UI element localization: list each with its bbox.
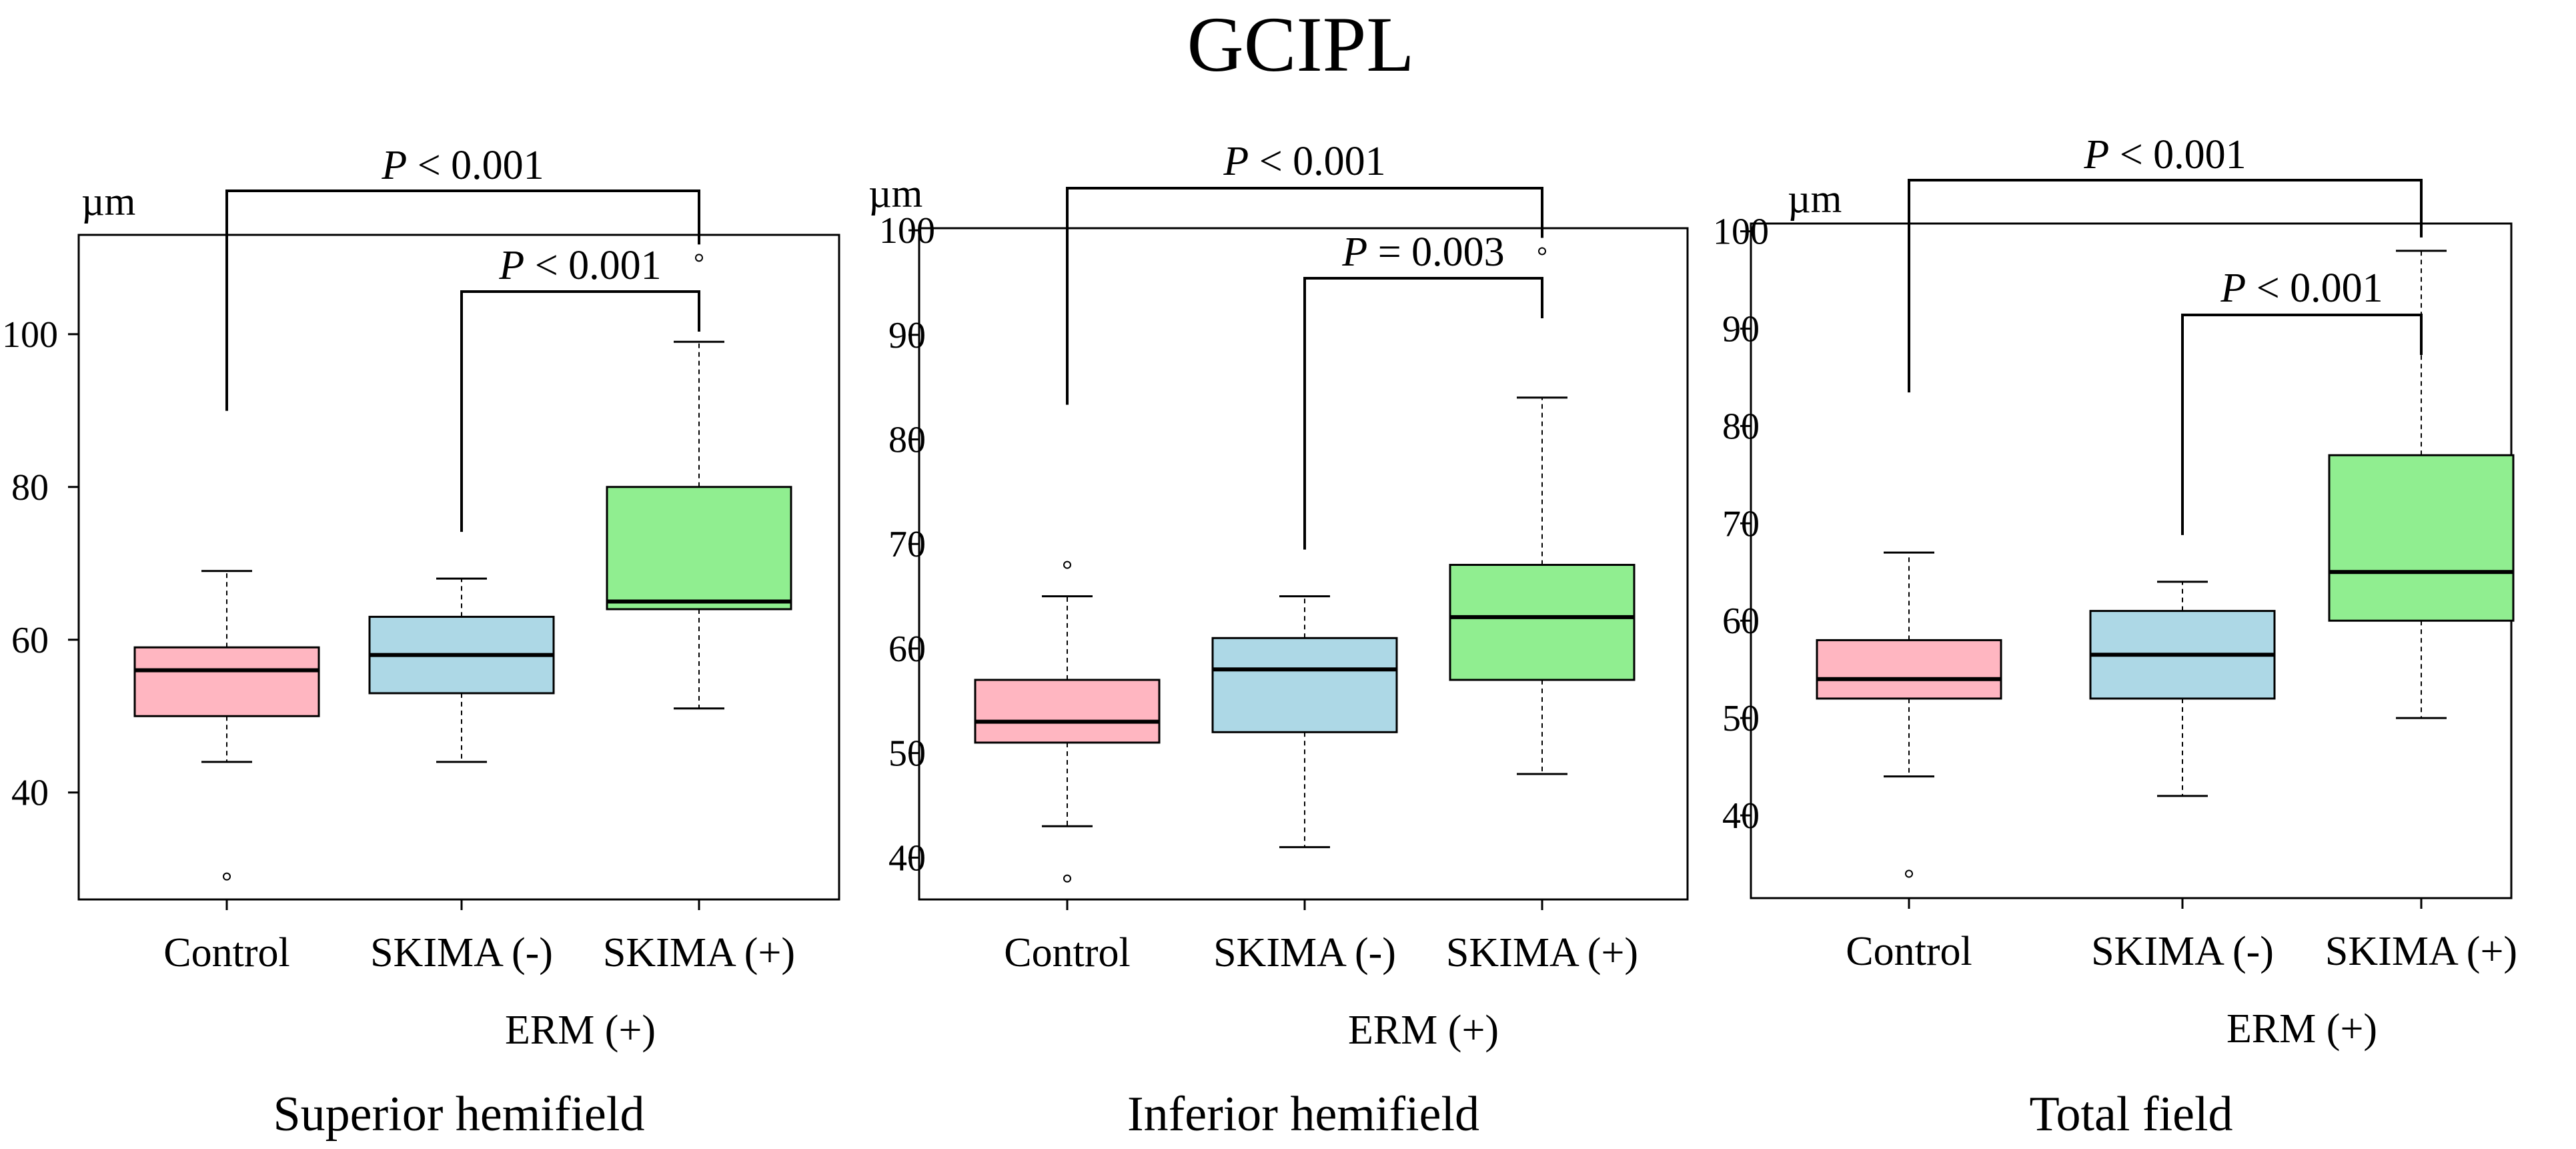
y-unit-label: µm	[81, 179, 135, 224]
y-tick-label: 80	[11, 467, 49, 508]
outlier-point	[223, 872, 231, 881]
y-unit-label: µm	[868, 171, 922, 216]
group-label: ERM (+)	[1348, 1008, 1499, 1053]
y-unit-label: µm	[1788, 177, 1842, 221]
significance-bracket-1: P < 0.001	[1066, 139, 1543, 405]
category-label: SKIMA (-)	[370, 930, 553, 976]
box-2	[368, 577, 555, 763]
outlier-point	[1905, 869, 1913, 878]
box-1	[974, 560, 1161, 883]
panel-3: µm 40 50 60 70 80 90 100 Control SKIMA (-) SKIMA (…	[1713, 132, 2517, 1142]
y-tick-label: 40	[1722, 795, 1760, 837]
significance-bracket-2: P < 0.001	[2181, 266, 2423, 535]
p-value-label: P < 0.001	[498, 243, 661, 288]
y-tick-label: 60	[11, 620, 49, 661]
y-tick-label: 60	[1722, 601, 1760, 642]
p-symbol: P	[2083, 132, 2109, 177]
group-label: ERM (+)	[505, 1008, 656, 1053]
p-symbol: P	[1223, 139, 1249, 184]
significance-bracket-1: P < 0.001	[1908, 132, 2423, 393]
plot-frame	[77, 234, 840, 901]
group-label: ERM (+)	[2226, 1006, 2377, 1052]
significance-bracket-1: P < 0.001	[225, 143, 700, 411]
iqr-box	[1449, 564, 1636, 681]
y-tick-label: 40	[888, 837, 926, 879]
p-value-text: = 0.003	[1367, 230, 1504, 275]
iqr-box	[606, 486, 792, 611]
y-tick-label: 90	[1722, 309, 1760, 350]
p-value-label: P < 0.001	[381, 143, 544, 188]
y-tick-label: 70	[888, 524, 926, 565]
box-2	[1211, 595, 1398, 849]
outlier-point	[1538, 247, 1546, 256]
box-3	[606, 254, 792, 710]
category-label: Control	[1004, 930, 1130, 976]
significance-bracket-2: P = 0.003	[1303, 230, 1543, 550]
y-tick-label: 60	[888, 629, 926, 670]
y-tick-label: 100	[2, 314, 58, 356]
p-value-text: < 0.001	[524, 243, 661, 288]
bracket-line	[1908, 179, 2423, 393]
box-1	[133, 570, 320, 881]
box-2	[2089, 581, 2276, 797]
category-label: Control	[163, 930, 289, 976]
bracket-line	[225, 189, 700, 411]
category-label: SKIMA (+)	[2325, 929, 2517, 974]
p-symbol: P	[498, 243, 524, 288]
category-label: SKIMA (-)	[2091, 929, 2274, 974]
category-label: SKIMA (+)	[603, 930, 795, 976]
p-value-label: P = 0.003	[1341, 230, 1504, 275]
iqr-box	[1211, 637, 1398, 733]
y-tick-label: 90	[888, 315, 926, 356]
p-value-label: P < 0.001	[1223, 139, 1385, 184]
p-value-text: < 0.001	[1249, 139, 1385, 184]
box-3	[2328, 250, 2515, 719]
figure-title: GCIPL	[1187, 1, 1415, 88]
category-label: Control	[1846, 929, 1972, 974]
panel-1: µm 40 60 80 100 Control SKIMA (-) SKIMA (+) ERM …	[2, 143, 840, 1142]
panel-2: µm 40 50 60 70 80 90 100 Control SKIMA (-) SKIMA (…	[868, 139, 1689, 1142]
outlier-point	[695, 254, 703, 262]
p-symbol: P	[1341, 230, 1367, 275]
box-1	[1816, 551, 2002, 878]
panel-caption: Total field	[2029, 1087, 2232, 1142]
outlier-point	[1063, 560, 1071, 569]
y-tick-label: 100	[879, 210, 935, 252]
category-label: SKIMA (-)	[1213, 930, 1396, 976]
y-tick-label: 80	[1722, 406, 1760, 447]
p-value-text: < 0.001	[2246, 266, 2383, 311]
bracket-line	[1303, 277, 1543, 550]
bracket-line	[460, 290, 700, 532]
iqr-box	[974, 679, 1161, 744]
y-tick-label: 80	[888, 420, 926, 461]
p-value-text: < 0.001	[2109, 132, 2246, 177]
iqr-box	[2328, 454, 2515, 622]
p-value-label: P < 0.001	[2083, 132, 2246, 177]
y-tick-label: 70	[1722, 503, 1760, 544]
significance-bracket-2: P < 0.001	[460, 243, 700, 532]
p-value-text: < 0.001	[407, 143, 544, 188]
p-symbol: P	[381, 143, 407, 188]
y-tick-label: 50	[1722, 698, 1760, 739]
panel-caption: Inferior hemifield	[1127, 1087, 1479, 1142]
bracket-line	[1066, 187, 1543, 405]
box-3	[1449, 247, 1636, 775]
p-symbol: P	[2220, 266, 2246, 311]
iqr-box	[1816, 639, 2002, 700]
category-label: SKIMA (+)	[1446, 930, 1638, 976]
plot-frame	[918, 227, 1689, 901]
outlier-point	[1063, 874, 1071, 883]
panel-caption: Superior hemifield	[273, 1087, 645, 1142]
y-tick-label: 40	[11, 773, 49, 814]
p-value-label: P < 0.001	[2220, 266, 2383, 311]
iqr-box	[133, 646, 320, 717]
y-tick-label: 50	[888, 733, 926, 775]
bracket-line	[2181, 314, 2423, 535]
y-tick-label: 100	[1713, 212, 1769, 253]
